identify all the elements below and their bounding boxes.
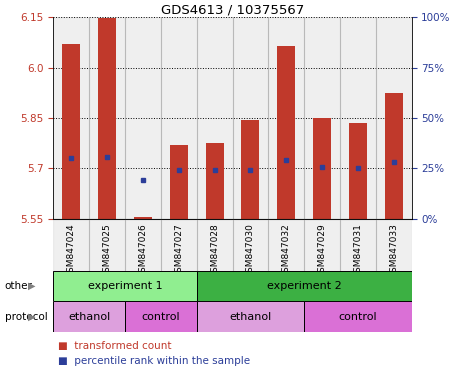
Bar: [304, 17, 340, 219]
Text: GSM847032: GSM847032: [282, 223, 291, 278]
Text: control: control: [141, 312, 180, 322]
Bar: [125, 17, 161, 219]
Bar: [304, 219, 340, 271]
Bar: [53, 301, 125, 332]
Bar: [197, 219, 232, 271]
Bar: [340, 219, 376, 271]
Bar: [197, 301, 304, 332]
Bar: [268, 219, 304, 271]
Text: experiment 1: experiment 1: [88, 281, 162, 291]
Text: ▶: ▶: [28, 312, 35, 322]
Bar: [206, 143, 224, 219]
Bar: [277, 46, 295, 219]
Bar: [125, 219, 161, 271]
Bar: [340, 17, 376, 219]
Text: GSM847026: GSM847026: [139, 223, 147, 278]
Bar: [98, 18, 116, 219]
Text: GSM847028: GSM847028: [210, 223, 219, 278]
Bar: [134, 217, 152, 219]
Text: GSM847030: GSM847030: [246, 223, 255, 278]
Text: ethanol: ethanol: [229, 312, 272, 322]
Bar: [161, 17, 197, 219]
Text: ■  transformed count: ■ transformed count: [58, 341, 172, 351]
Text: GSM847031: GSM847031: [353, 223, 362, 278]
Text: protocol: protocol: [5, 312, 47, 322]
Bar: [232, 17, 268, 219]
Bar: [89, 219, 125, 271]
Text: GSM847024: GSM847024: [67, 223, 76, 278]
Bar: [125, 301, 197, 332]
Bar: [53, 219, 89, 271]
Bar: [89, 17, 125, 219]
Text: ■  percentile rank within the sample: ■ percentile rank within the sample: [58, 356, 250, 366]
Bar: [232, 219, 268, 271]
Bar: [349, 123, 367, 219]
Bar: [53, 17, 89, 219]
Text: ▶: ▶: [28, 281, 35, 291]
Text: ethanol: ethanol: [68, 312, 110, 322]
Bar: [161, 219, 197, 271]
Bar: [376, 17, 412, 219]
Bar: [304, 301, 412, 332]
Text: GSM847029: GSM847029: [318, 223, 326, 278]
Bar: [385, 93, 403, 219]
Bar: [62, 44, 80, 219]
Text: experiment 2: experiment 2: [267, 281, 341, 291]
Text: control: control: [339, 312, 377, 322]
Text: GSM847027: GSM847027: [174, 223, 183, 278]
Bar: [197, 17, 232, 219]
Bar: [53, 271, 197, 301]
Text: GSM847033: GSM847033: [389, 223, 398, 278]
Bar: [268, 17, 304, 219]
Bar: [197, 271, 412, 301]
Bar: [376, 219, 412, 271]
Bar: [241, 120, 259, 219]
Bar: [313, 118, 331, 219]
Bar: [170, 145, 188, 219]
Text: other: other: [5, 281, 33, 291]
Text: GSM847025: GSM847025: [103, 223, 112, 278]
Title: GDS4613 / 10375567: GDS4613 / 10375567: [161, 3, 304, 16]
